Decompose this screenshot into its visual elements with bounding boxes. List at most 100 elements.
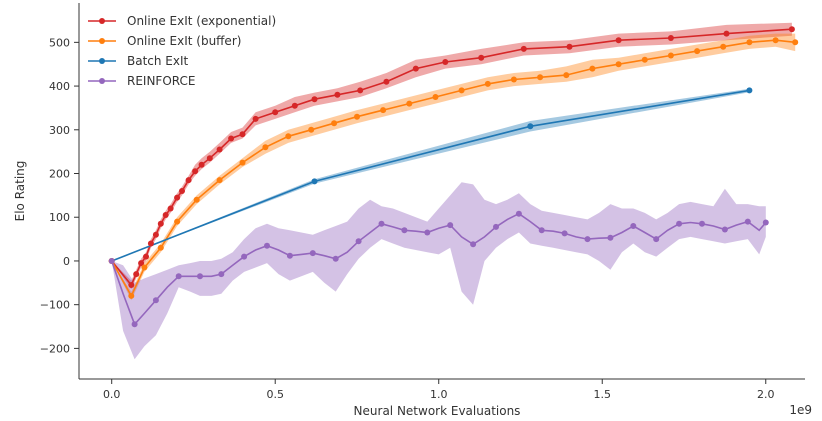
point-series-1 [216, 177, 223, 184]
point-series-3 [286, 252, 293, 259]
y-tick-label: 300 [49, 124, 70, 137]
point-series-0 [442, 59, 449, 65]
point-series-3 [424, 229, 431, 236]
legend-label: Online ExIt (buffer) [127, 34, 241, 48]
x-offset-label: 1e9 [789, 403, 812, 417]
point-series-0 [198, 161, 205, 168]
point-series-1 [262, 144, 269, 151]
point-series-0 [272, 109, 279, 116]
point-series-3 [762, 219, 769, 226]
point-series-0 [357, 87, 364, 94]
point-series-0 [383, 78, 390, 85]
point-series-1 [694, 48, 701, 55]
point-series-2 [746, 87, 753, 94]
y-tick-label: 400 [49, 80, 70, 93]
point-series-0 [185, 177, 192, 184]
point-series-1 [458, 87, 465, 94]
point-series-0 [152, 231, 159, 238]
point-series-1 [432, 94, 439, 100]
point-series-2 [527, 123, 534, 130]
point-series-0 [311, 96, 318, 103]
point-series-3 [470, 241, 477, 248]
point-series-0 [228, 135, 235, 142]
point-series-1 [354, 113, 360, 120]
legend-marker [99, 38, 105, 44]
point-series-3 [561, 230, 568, 237]
point-series-2 [311, 178, 318, 185]
point-series-1 [380, 107, 387, 114]
x-tick-label: 2.0 [757, 388, 775, 401]
y-tick-label: −100 [40, 299, 70, 312]
point-series-0 [179, 188, 185, 194]
point-series-3 [152, 297, 159, 304]
point-series-3 [584, 236, 591, 243]
point-series-1 [174, 218, 181, 225]
point-series-3 [241, 253, 248, 260]
point-series-3 [401, 227, 408, 234]
point-series-0 [128, 282, 135, 288]
point-series-3 [332, 255, 339, 262]
point-series-0 [412, 65, 419, 72]
point-series-0 [147, 240, 154, 247]
point-series-1 [193, 196, 200, 203]
point-series-0 [566, 43, 573, 50]
point-series-3 [699, 220, 705, 227]
point-series-3 [447, 222, 454, 229]
point-series-3 [175, 273, 182, 280]
point-series-1 [792, 39, 799, 46]
y-tick-label: 200 [49, 168, 70, 181]
legend-label: Online ExIt (exponential) [127, 14, 276, 28]
y-tick-label: 0 [63, 255, 70, 268]
band-series-3 [111, 182, 766, 360]
point-series-1 [537, 74, 544, 81]
y-tick-label: −200 [40, 342, 70, 355]
point-series-0 [162, 212, 169, 218]
legend-label: REINFORCE [127, 74, 195, 88]
point-series-0 [157, 220, 164, 227]
point-series-0 [667, 35, 674, 41]
point-series-0 [138, 260, 145, 267]
x-tick-label: 0.5 [266, 388, 284, 401]
y-axis-label: Elo Rating [13, 161, 27, 222]
y-tick-label: 500 [49, 36, 70, 49]
confidence-bands [111, 22, 796, 360]
point-series-0 [520, 45, 527, 52]
line-series-3 [110, 212, 767, 326]
point-series-1 [746, 39, 753, 46]
point-series-1 [641, 56, 648, 63]
point-series-3 [607, 234, 614, 241]
point-series-1 [406, 100, 413, 107]
x-axis-label: Neural Network Evaluations [354, 404, 521, 418]
band-series-1 [111, 33, 796, 301]
point-series-1 [285, 133, 292, 140]
point-series-1 [308, 126, 315, 133]
y-tick-label: 100 [49, 211, 70, 224]
point-series-0 [167, 205, 174, 212]
point-series-1 [563, 72, 570, 79]
legend: Online ExIt (exponential) Online ExIt (bu… [88, 14, 276, 88]
point-series-0 [143, 253, 149, 260]
point-series-0 [216, 146, 223, 153]
point-series-3 [538, 227, 545, 234]
point-series-3 [676, 220, 683, 227]
point-series-1 [589, 65, 596, 72]
point-series-1 [239, 159, 246, 166]
point-series-3 [264, 242, 270, 249]
point-series-1 [331, 120, 338, 127]
point-series-1 [157, 244, 164, 251]
series-markers [108, 26, 799, 328]
point-series-0 [615, 37, 622, 44]
point-series-3 [630, 223, 637, 229]
point-series-0 [334, 91, 341, 98]
point-series-0 [174, 194, 181, 201]
point-series-3 [131, 321, 138, 328]
point-series-0 [239, 131, 246, 138]
point-series-3 [108, 258, 115, 264]
point-series-3 [197, 273, 203, 280]
point-series-1 [615, 61, 622, 68]
point-series-0 [192, 168, 199, 175]
point-series-3 [744, 218, 751, 225]
line-series-1 [111, 39, 796, 298]
x-tick-label: 1.0 [430, 388, 448, 401]
